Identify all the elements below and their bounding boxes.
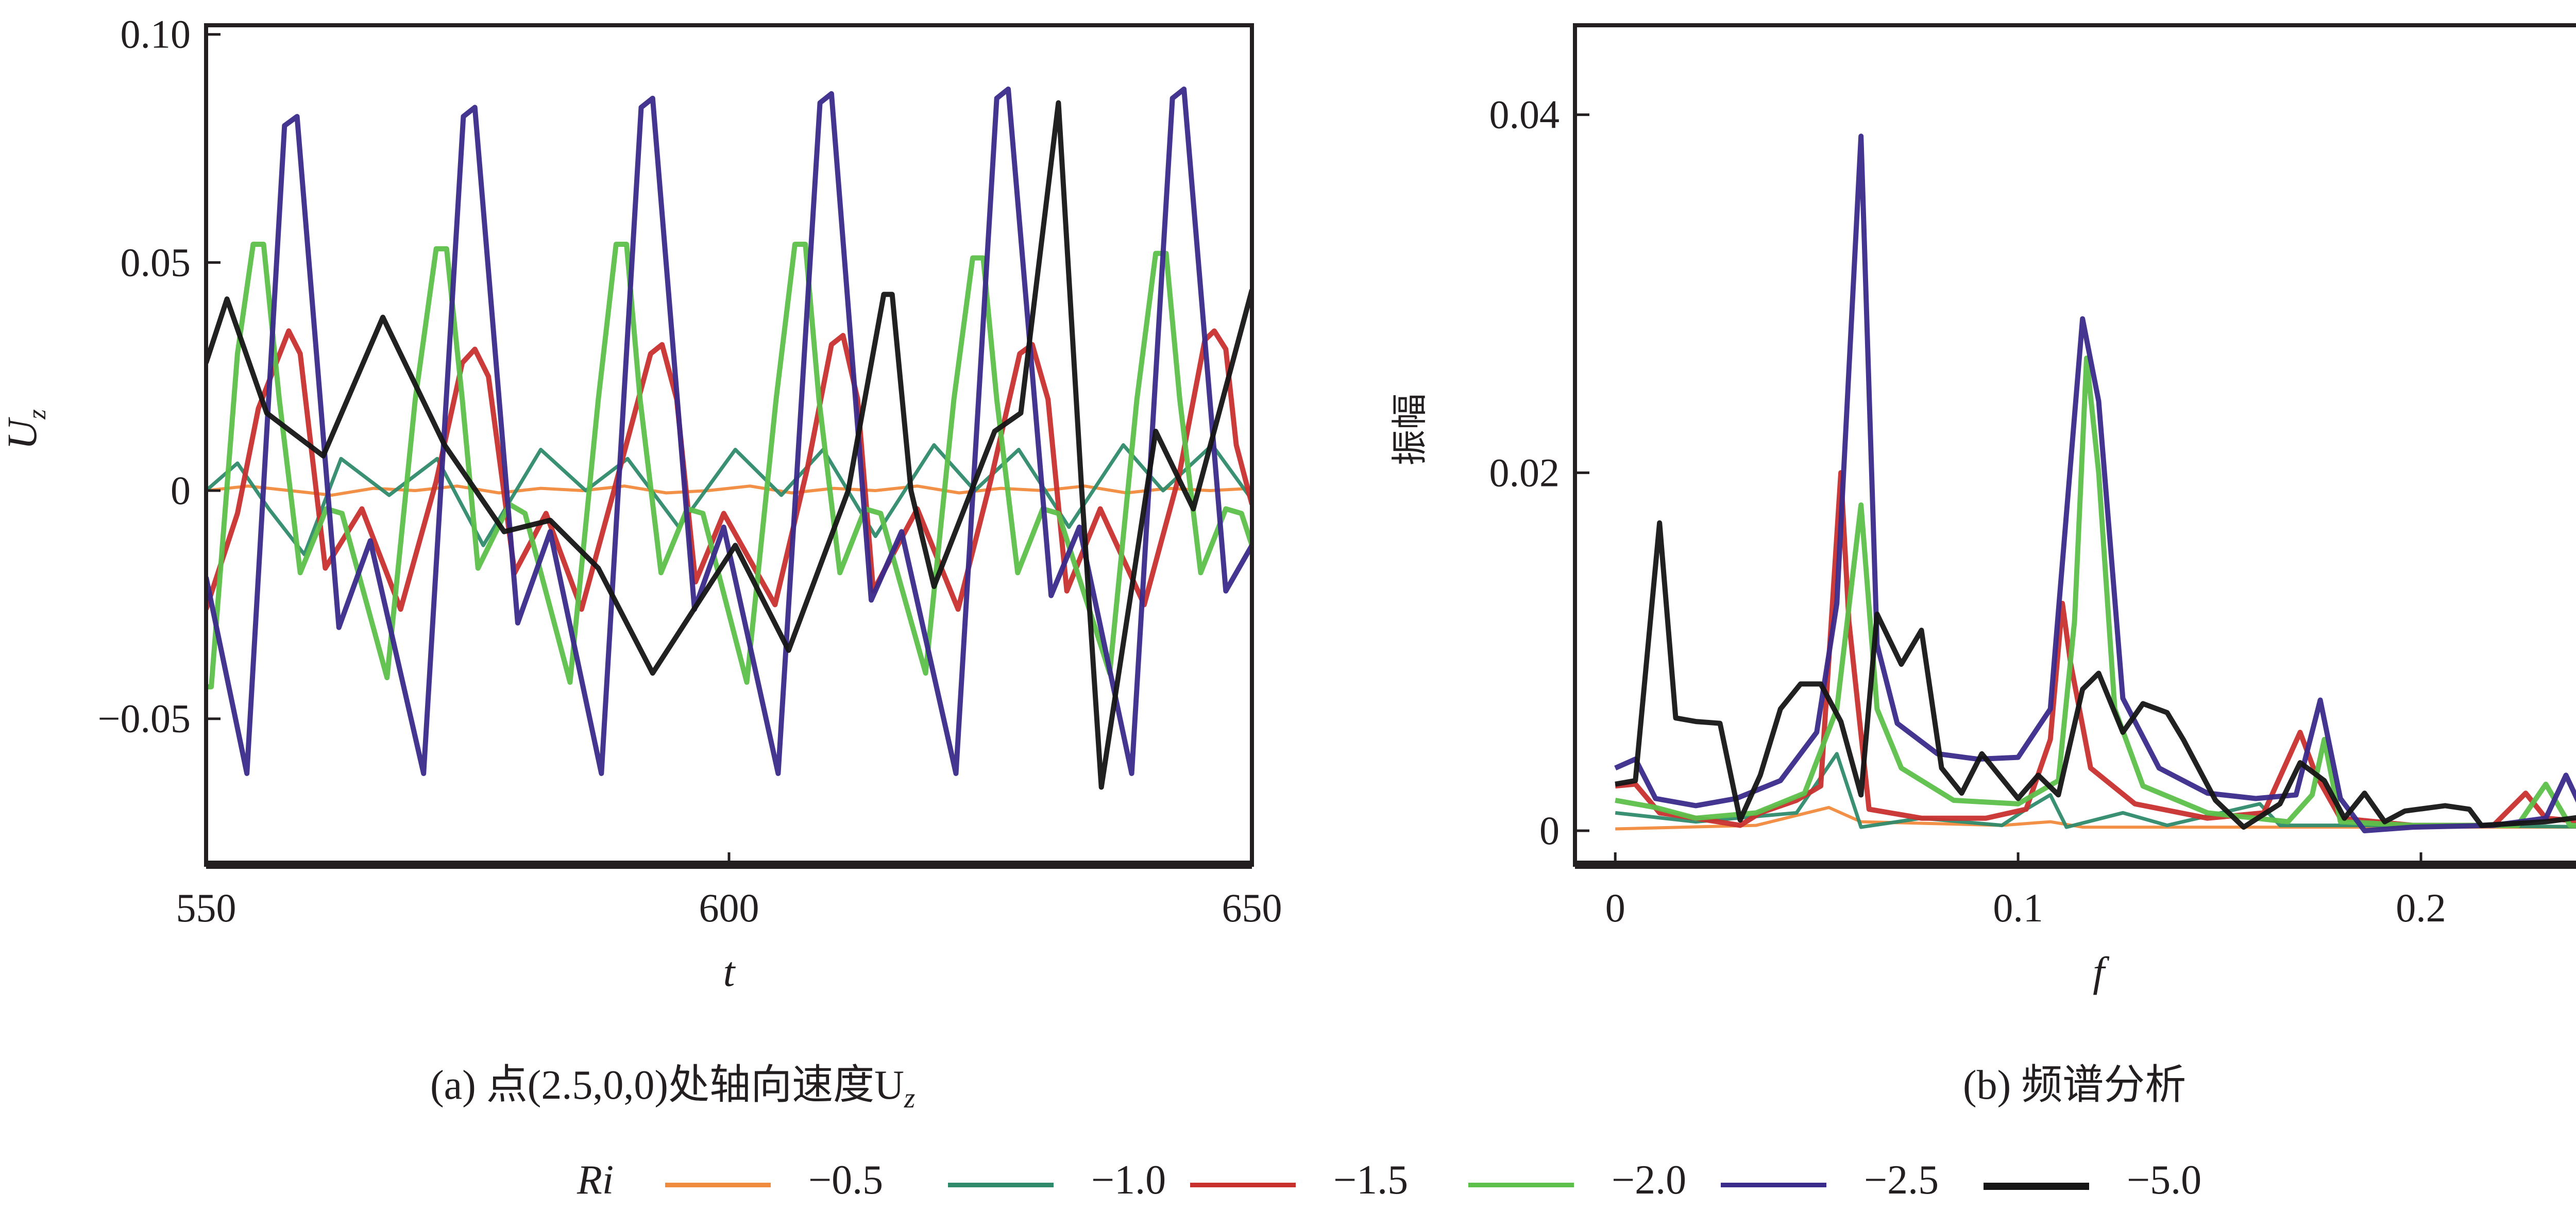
legend-label: −5.0 [2127, 1157, 2202, 1203]
y-tick-label: 0.04 [1489, 92, 1560, 137]
caption-b-text: (b) 频谱分析 [1963, 1063, 2187, 1108]
series-line--5_0 [1615, 520, 2576, 830]
x-tick-label: 600 [699, 885, 759, 930]
plot-a-velocity: 550 600 650 0.10 0.05 0 −0.05 t Uz [0, 12, 1282, 995]
x-tick-label: 650 [1222, 885, 1282, 930]
plot-frame [204, 23, 1254, 867]
series-line--2_0 [206, 242, 1252, 690]
y-tick-label: 0 [171, 468, 191, 513]
y-axis-label: 振幅 [1388, 394, 1431, 466]
y-axis-label-subscript: z [22, 409, 51, 419]
caption-a-subscript: z [904, 1082, 916, 1114]
y-tick-label: 0 [1539, 808, 1560, 853]
x-tick-label: 0 [1605, 885, 1625, 930]
legend-swatch [1984, 1183, 2089, 1190]
x-axis-label: f [2093, 948, 2110, 995]
legend-label: −1.5 [1333, 1157, 1409, 1203]
legend-label: −2.0 [1612, 1157, 1687, 1203]
x-tick-label: 550 [176, 885, 236, 930]
plot-b-spectrum: 0 0.1 0.2 0 0.02 0.04 f 振幅 [1388, 23, 2576, 995]
caption-a-text: (a) 点(2.5,0,0)处轴向速度U [430, 1063, 904, 1108]
series-line--2_0 [1615, 356, 2576, 829]
series-line--2_5 [206, 86, 1252, 776]
series-line--1_0 [1615, 752, 2576, 829]
caption-a: (a) 点(2.5,0,0)处轴向速度Uz [430, 1051, 915, 1114]
legend-swatch [1190, 1183, 1296, 1187]
legend-swatch [1468, 1183, 1574, 1187]
series-group [206, 86, 1252, 790]
legend-swatch [1721, 1183, 1826, 1187]
y-tick-label: 0.10 [121, 12, 191, 57]
legend-label: −1.0 [1091, 1157, 1166, 1203]
series-line--2_5 [1614, 133, 2576, 833]
legend: Ri −0.5 −1.0 −1.5 −2.0 −2.5 −5.0 [0, 1157, 2576, 1208]
legend-swatch [948, 1183, 1054, 1187]
y-tick-label: 0.05 [121, 240, 191, 284]
legend-label: −0.5 [808, 1157, 884, 1203]
series-group [1614, 133, 2576, 833]
legend-label: −2.5 [1864, 1157, 1939, 1203]
legend-swatch [665, 1183, 771, 1187]
series-line--5_0 [206, 100, 1252, 790]
x-tick-label: 0.1 [1993, 885, 2043, 930]
x-tick-label: 0.2 [2396, 885, 2446, 930]
legend-title: Ri [577, 1157, 614, 1203]
caption-b: (b) 频谱分析 [1963, 1051, 2186, 1111]
x-axis-label: t [723, 948, 736, 995]
y-tick-label: −0.05 [98, 696, 191, 741]
y-tick-label: 0.02 [1489, 450, 1560, 495]
series-line--1_0 [206, 443, 1252, 557]
y-axis-label: Uz [0, 409, 51, 450]
